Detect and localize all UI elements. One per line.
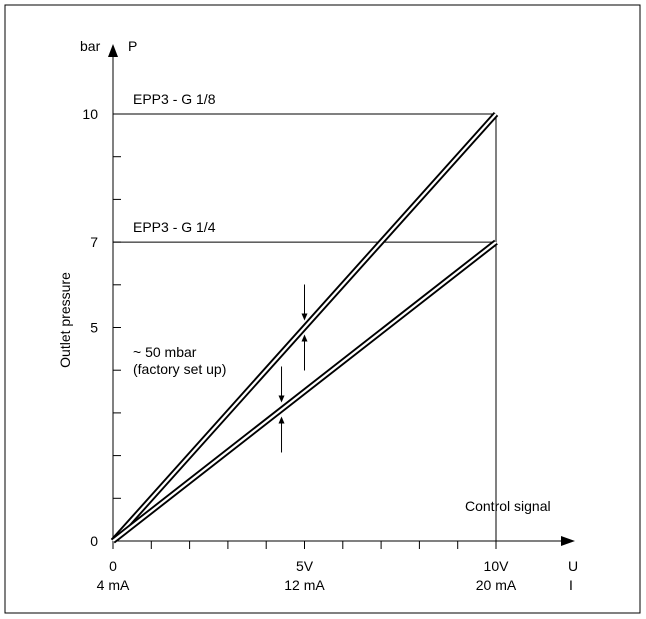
tick-labels: 0 5 7 10 0 4 mA 5V 12 mA 10V 20 mA bbox=[82, 106, 516, 593]
series-lines bbox=[110, 111, 499, 544]
x-tick-label-voltage: 5V bbox=[296, 558, 314, 574]
series-line-1 bbox=[112, 241, 497, 542]
tolerance-arrow-head bbox=[301, 313, 308, 321]
tolerance-arrow-head bbox=[278, 416, 285, 424]
reference-lines bbox=[113, 113, 497, 541]
y-tick-label: 7 bbox=[90, 234, 98, 250]
x-tick-label-current: 12 mA bbox=[284, 577, 325, 593]
x-tick-label-current: 20 mA bbox=[476, 577, 517, 593]
tolerance-markers bbox=[278, 284, 308, 453]
series-label-g18: EPP3 - G 1/8 bbox=[133, 91, 216, 107]
x-symbol-voltage: U bbox=[568, 558, 578, 574]
y-unit-label: bar bbox=[80, 38, 101, 54]
tolerance-arrow-head bbox=[278, 395, 285, 403]
annotation-line1: ~ 50 mbar bbox=[133, 344, 197, 360]
y-axis-arrow bbox=[108, 44, 118, 57]
tolerance-arrow-head bbox=[301, 334, 308, 342]
y-tick-label: 0 bbox=[90, 533, 98, 549]
annotation-line2: (factory set up) bbox=[133, 361, 226, 377]
y-symbol-label: P bbox=[128, 38, 137, 54]
y-axis-title: Outlet pressure bbox=[57, 272, 73, 368]
series-label-g14: EPP3 - G 1/4 bbox=[133, 219, 216, 235]
x-tick-label-voltage: 0 bbox=[109, 558, 117, 574]
y-tick-label: 10 bbox=[82, 106, 98, 122]
series-line-0 bbox=[112, 113, 497, 542]
y-tick-label: 5 bbox=[90, 320, 98, 336]
x-axis-arrow bbox=[561, 536, 575, 546]
x-symbol-current: I bbox=[569, 577, 573, 593]
x-tick-label-voltage: 10V bbox=[484, 558, 510, 574]
x-tick-label-current: 4 mA bbox=[97, 577, 130, 593]
x-axis-caption: Control signal bbox=[465, 498, 551, 514]
